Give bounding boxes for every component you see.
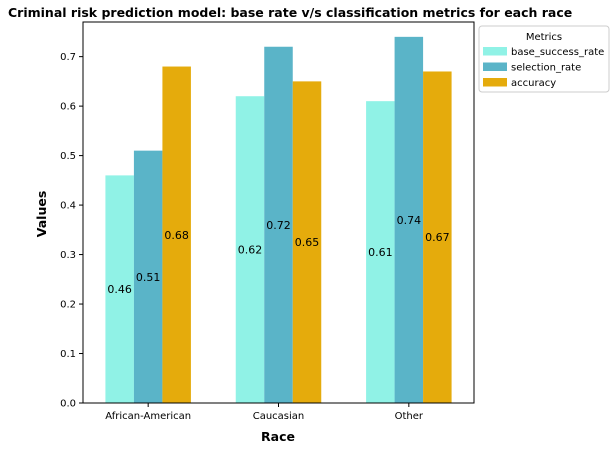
legend-frame — [478, 25, 610, 93]
y-tick-label-5: 0.5 — [60, 151, 76, 162]
bar-accuracy-2 — [423, 71, 452, 403]
bar-base_success_rate-2 — [366, 101, 395, 404]
legend-label-accuracy: accuracy — [511, 78, 556, 89]
y-tick-label-2: 0.2 — [60, 300, 76, 311]
y-tick-label-7: 0.7 — [60, 52, 76, 63]
bar-accuracy-1 — [292, 81, 322, 404]
bar-accuracy-0 — [162, 66, 191, 403]
data-label-base_success_rate-0: 0.46 — [107, 283, 132, 296]
x-tick-label-2: Other — [395, 411, 424, 422]
bar-selection_rate-1 — [264, 46, 293, 403]
data-label-accuracy-1: 0.65 — [295, 236, 320, 249]
legend-label-selection_rate: selection_rate — [511, 63, 581, 74]
bar-base_success_rate-1 — [235, 96, 265, 404]
data-label-accuracy-0: 0.68 — [164, 229, 189, 242]
bars-group — [105, 36, 452, 404]
data-label-base_success_rate-2: 0.61 — [368, 246, 393, 259]
chart-title: Criminal risk prediction model: base rat… — [8, 5, 572, 20]
data-label-accuracy-2: 0.67 — [425, 231, 450, 244]
data-labels-group: 0.46 0.51 0.68 0.620.72 0.65 0.61 0.740.67 — [107, 214, 449, 296]
data-label-selection_rate-1: 0.72 — [266, 219, 291, 232]
y-tick-label-3: 0.3 — [60, 250, 76, 261]
x-axis-label: Race — [261, 429, 295, 444]
data-label-selection_rate-0: 0.51 — [136, 271, 161, 284]
legend-label-base_success_rate: base_success_rate — [511, 47, 604, 58]
legend-swatch-base_success_rate — [483, 47, 507, 56]
x-axis: African-American Caucasian Other — [105, 403, 424, 422]
bar-selection_rate-0 — [133, 150, 163, 403]
legend: Metrics base_success_rate selection_ratea… — [478, 25, 610, 93]
bar-selection_rate-2 — [394, 36, 424, 404]
data-label-base_success_rate-1: 0.62 — [238, 244, 263, 257]
legend-title: Metrics — [526, 32, 562, 43]
y-tick-label-6: 0.6 — [60, 102, 76, 113]
bar-base_success_rate-0 — [105, 175, 134, 403]
y-tick-label-0: 0.0 — [60, 399, 76, 410]
legend-swatch-selection_rate — [483, 62, 507, 71]
legend-swatch-accuracy — [483, 78, 507, 87]
y-tick-label-4: 0.4 — [60, 201, 76, 212]
data-label-selection_rate-2: 0.74 — [397, 214, 422, 227]
y-tick-label-1: 0.1 — [60, 349, 76, 360]
y-axis: 0.0 0.1 0.2 0.3 0.4 0.5 0.6 0.7 — [60, 52, 83, 410]
x-tick-label-1: Caucasian — [253, 411, 305, 422]
y-axis-label: Values — [34, 191, 49, 238]
x-tick-label-0: African-American — [105, 411, 191, 422]
